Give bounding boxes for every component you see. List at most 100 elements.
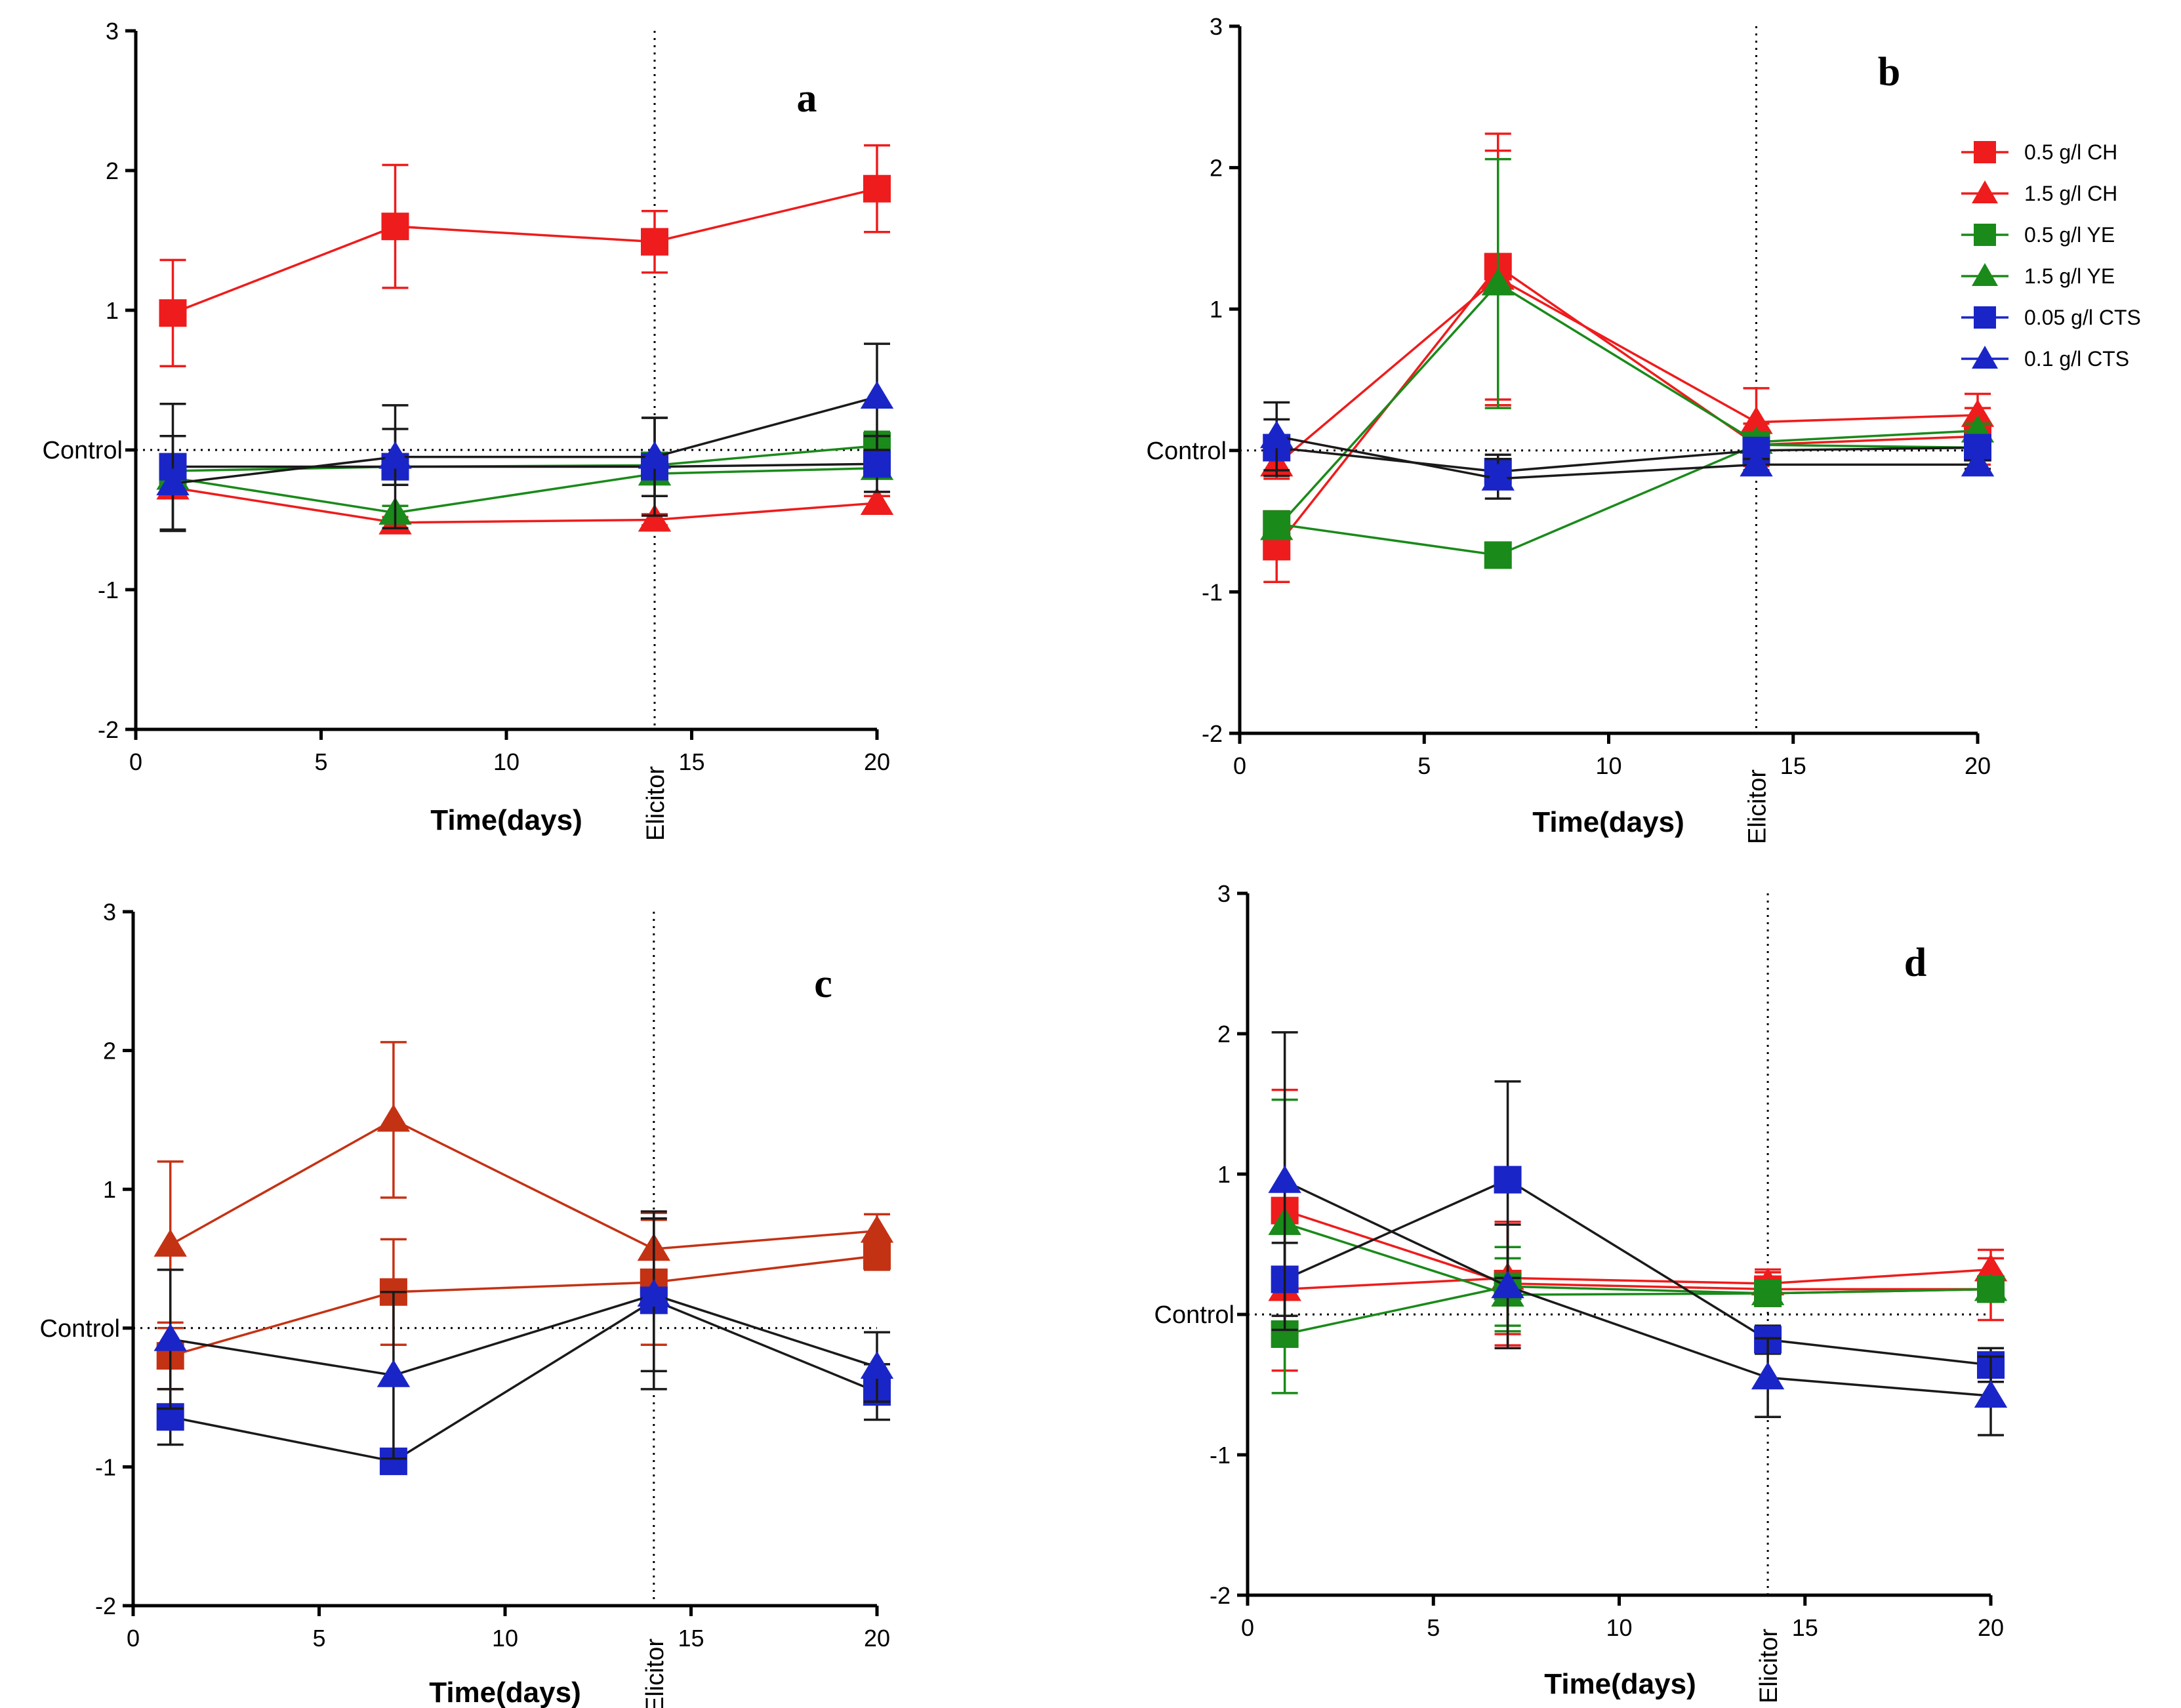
x-tick-label: 10 bbox=[492, 1625, 518, 1652]
data-point bbox=[1260, 420, 1294, 449]
x-tick-label: 5 bbox=[1417, 752, 1431, 779]
data-point bbox=[381, 213, 409, 241]
x-tick-label: 10 bbox=[493, 748, 520, 775]
series-0-5-g-l-ye bbox=[159, 430, 891, 486]
x-tick-label: 10 bbox=[1595, 752, 1621, 779]
legend-item: 1.5 g/l CH bbox=[1961, 180, 2117, 205]
legend-item: 0.5 g/l YE bbox=[1961, 223, 2115, 247]
x-axis-title: Time(days) bbox=[1544, 1668, 1696, 1700]
control-label: Control bbox=[1147, 437, 1227, 465]
data-point bbox=[1481, 268, 1515, 296]
data-point bbox=[637, 1279, 670, 1307]
series-line bbox=[169, 1118, 878, 1250]
data-point bbox=[153, 1323, 187, 1351]
data-point bbox=[638, 441, 672, 469]
y-tick-label: 2 bbox=[103, 1038, 116, 1065]
series-line bbox=[1276, 276, 1978, 466]
data-point bbox=[860, 1351, 894, 1379]
elicitor-label: Elicitor bbox=[642, 1638, 669, 1708]
series-0-5-g-l-ch bbox=[1271, 1088, 2005, 1347]
y-tick-label: -2 bbox=[1202, 720, 1223, 747]
legend-label: 0.05 g/l CTS bbox=[2024, 306, 2141, 329]
data-point bbox=[1974, 1253, 2008, 1282]
legend-label: 0.5 g/l CH bbox=[2024, 140, 2117, 164]
data-point bbox=[1494, 1166, 1522, 1194]
series-0-1-g-l-cts bbox=[156, 342, 894, 533]
series-line bbox=[1275, 282, 1978, 529]
x-tick-label: 10 bbox=[1606, 1614, 1632, 1641]
series-0-1-g-l-cts bbox=[1260, 401, 1995, 500]
series-0-1-g-l-cts bbox=[153, 1217, 894, 1460]
series-line bbox=[1276, 443, 1978, 557]
data-point bbox=[1961, 449, 1995, 477]
data-point bbox=[1961, 399, 1995, 427]
y-tick-label: 2 bbox=[1217, 1021, 1231, 1047]
panel-letter: a bbox=[797, 76, 817, 121]
series-line bbox=[173, 486, 878, 524]
chart-panel-b: -2 -1 1 2 3 Control 0 5 10 15 20 Time(days) Elicitor… bbox=[1147, 13, 1995, 844]
series-line bbox=[170, 1293, 878, 1377]
x-tick-label: 0 bbox=[1241, 1614, 1254, 1641]
elicitor-label: Elicitor bbox=[1744, 769, 1772, 844]
legend-item: 1.5 g/l YE bbox=[1961, 263, 2115, 288]
legend-marker bbox=[1974, 224, 1996, 246]
panel-letter: c bbox=[814, 962, 832, 1006]
series-line bbox=[1284, 1268, 1991, 1291]
series-line bbox=[170, 1255, 878, 1357]
legend-label: 0.1 g/l CTS bbox=[2024, 347, 2129, 371]
series-1-5-g-l-ch bbox=[153, 1041, 894, 1330]
y-tick-label: 3 bbox=[106, 18, 119, 45]
data-point bbox=[377, 1359, 411, 1387]
x-tick-label: 15 bbox=[678, 1625, 704, 1652]
x-tick-label: 20 bbox=[1965, 752, 1991, 779]
x-tick-label: 5 bbox=[314, 748, 327, 775]
legend-label: 1.5 g/l CH bbox=[2024, 182, 2117, 205]
series-line bbox=[173, 462, 878, 468]
y-tick-label: 1 bbox=[103, 1176, 116, 1203]
series-0-5-g-l-ye bbox=[1271, 1246, 2005, 1394]
control-label: Control bbox=[40, 1315, 121, 1343]
x-tick-label: 20 bbox=[1978, 1614, 2004, 1641]
y-tick-label: 1 bbox=[1217, 1161, 1231, 1188]
data-point bbox=[1974, 1380, 2008, 1408]
series-line bbox=[1276, 435, 1978, 480]
y-tick-label: -2 bbox=[98, 716, 119, 743]
data-point bbox=[860, 381, 894, 409]
legend-item: 0.5 g/l CH bbox=[1961, 140, 2117, 164]
legend-marker bbox=[1972, 346, 1998, 369]
y-tick-label: 2 bbox=[106, 157, 119, 184]
y-tick-label: 3 bbox=[1210, 13, 1223, 40]
legend-item: 0.05 g/l CTS bbox=[1961, 306, 2141, 329]
chart-panel-d: -2 -1 1 2 3 Control 0 5 10 15 20 Time(days) Elicitor… bbox=[1154, 880, 2008, 1703]
series-line bbox=[173, 466, 878, 514]
y-tick-label: 2 bbox=[1210, 155, 1223, 182]
legend-label: 0.5 g/l YE bbox=[2024, 223, 2115, 247]
series-line bbox=[1284, 1222, 1991, 1296]
data-point bbox=[1268, 1165, 1301, 1193]
data-point bbox=[1740, 449, 1773, 477]
data-point bbox=[1481, 462, 1515, 491]
series-1-5-g-l-ye bbox=[1268, 1098, 2008, 1348]
series-1-5-g-l-ch bbox=[156, 472, 894, 535]
legend-marker bbox=[1972, 263, 1998, 286]
series-line bbox=[1275, 265, 1978, 548]
data-point bbox=[1740, 406, 1773, 434]
x-axis-title: Time(days) bbox=[430, 804, 582, 836]
y-tick-label: 1 bbox=[106, 297, 119, 324]
series-0-5-g-l-ye bbox=[1263, 431, 1991, 569]
legend-item: 0.1 g/l CTS bbox=[1961, 346, 2129, 371]
legend-label: 1.5 g/l YE bbox=[2024, 264, 2115, 288]
series-line bbox=[1284, 1180, 1991, 1397]
chart-legend: 0.5 g/l CH 1.5 g/l CH 0.5 g/l YE 1.5 g/l YE… bbox=[1961, 140, 2141, 371]
data-point bbox=[860, 487, 894, 515]
y-tick-label: 1 bbox=[1210, 296, 1223, 323]
series-1-5-g-l-ye bbox=[156, 452, 894, 525]
y-tick-label: -1 bbox=[1202, 579, 1223, 605]
x-tick-label: 5 bbox=[1427, 1614, 1440, 1641]
x-tick-label: 15 bbox=[1792, 1614, 1818, 1641]
data-point bbox=[1260, 512, 1294, 540]
data-point bbox=[863, 174, 891, 203]
y-tick-label: -2 bbox=[95, 1593, 116, 1619]
legend-marker bbox=[1974, 306, 1996, 329]
x-tick-label: 0 bbox=[127, 1625, 140, 1652]
